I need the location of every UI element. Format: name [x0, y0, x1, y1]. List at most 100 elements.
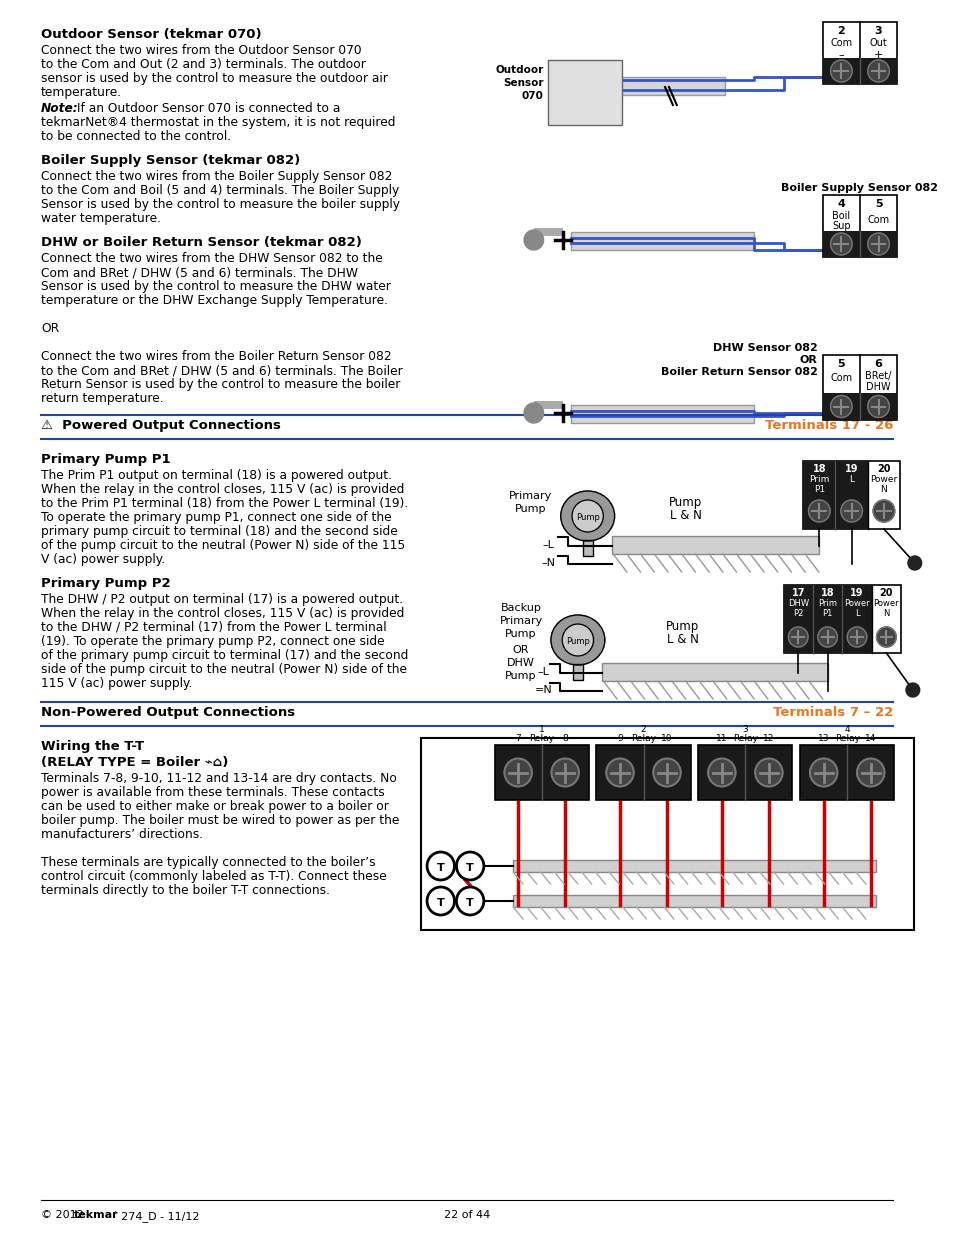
Text: 13: 13: [817, 734, 828, 743]
Text: –N: –N: [541, 558, 555, 568]
Text: Sensor is used by the control to measure the DHW water: Sensor is used by the control to measure…: [41, 280, 391, 293]
Text: 5: 5: [837, 359, 844, 369]
Text: 20: 20: [877, 464, 890, 474]
Text: The DHW / P2 output on terminal (17) is a powered output.: The DHW / P2 output on terminal (17) is …: [41, 593, 403, 606]
Text: to the Com and Out (2 and 3) terminals. The outdoor: to the Com and Out (2 and 3) terminals. …: [41, 58, 366, 70]
Text: Relay: Relay: [732, 734, 757, 743]
Text: Relay: Relay: [529, 734, 554, 743]
Text: Sup: Sup: [831, 221, 850, 231]
Text: Sensor is used by the control to measure the boiler supply: Sensor is used by the control to measure…: [41, 198, 399, 211]
Text: Out: Out: [869, 38, 886, 48]
Text: V (ac) power supply.: V (ac) power supply.: [41, 553, 165, 566]
Text: 115 V (ac) power supply.: 115 V (ac) power supply.: [41, 677, 193, 690]
Circle shape: [872, 500, 894, 522]
Text: sensor is used by the control to measure the outdoor air: sensor is used by the control to measure…: [41, 72, 388, 85]
Text: Outdoor: Outdoor: [495, 65, 543, 75]
Circle shape: [653, 758, 680, 787]
Text: 8: 8: [561, 734, 567, 743]
Text: 9: 9: [617, 734, 622, 743]
Circle shape: [707, 758, 735, 787]
Text: (RELAY TYPE = Boiler ⌁⌂): (RELAY TYPE = Boiler ⌁⌂): [41, 756, 229, 769]
Text: P1: P1: [821, 609, 832, 618]
Text: to be connected to the control.: to be connected to the control.: [41, 130, 231, 143]
Circle shape: [846, 627, 866, 647]
Text: When the relay in the control closes, 115 V (ac) is provided: When the relay in the control closes, 11…: [41, 606, 404, 620]
Text: OR: OR: [800, 354, 817, 366]
Text: Pump: Pump: [505, 671, 537, 680]
Text: water temperature.: water temperature.: [41, 212, 161, 225]
Text: 1: 1: [538, 725, 544, 734]
Text: L & N: L & N: [666, 634, 698, 646]
Bar: [802, 461, 900, 529]
Text: (19). To operate the primary pump P2, connect one side: (19). To operate the primary pump P2, co…: [41, 635, 384, 648]
Text: These terminals are typically connected to the boiler’s: These terminals are typically connected …: [41, 856, 375, 869]
Circle shape: [867, 61, 888, 82]
Text: Terminals 7 – 22: Terminals 7 – 22: [772, 706, 892, 719]
Text: 4: 4: [843, 725, 849, 734]
Text: Pump: Pump: [575, 513, 599, 522]
Bar: [534, 228, 562, 236]
Text: terminals directly to the boiler T-T connections.: terminals directly to the boiler T-T con…: [41, 884, 330, 897]
Text: Connect the two wires from the Outdoor Sensor 070: Connect the two wires from the Outdoor S…: [41, 44, 361, 57]
Bar: [596, 745, 690, 800]
Text: +: +: [873, 49, 882, 61]
Text: power is available from these terminals. These contacts: power is available from these terminals.…: [41, 785, 384, 799]
Text: –L: –L: [542, 540, 554, 550]
Text: 2: 2: [837, 26, 844, 36]
Text: ´ 274_D - 11/12: ´ 274_D - 11/12: [112, 1210, 199, 1221]
Text: T: T: [436, 863, 444, 873]
Text: 4: 4: [837, 199, 844, 209]
Text: 18: 18: [820, 588, 834, 598]
Bar: [800, 745, 893, 800]
Text: 19: 19: [849, 588, 862, 598]
Text: Power: Power: [869, 475, 897, 484]
Text: Outdoor Sensor (tekmar 070): Outdoor Sensor (tekmar 070): [41, 28, 261, 41]
Text: –L: –L: [537, 667, 549, 677]
Circle shape: [830, 233, 851, 254]
Text: Boiler Supply Sensor 082: Boiler Supply Sensor 082: [781, 183, 938, 193]
Text: temperature or the DHW Exchange Supply Temperature.: temperature or the DHW Exchange Supply T…: [41, 294, 388, 308]
Text: Wiring the T-T: Wiring the T-T: [41, 740, 144, 753]
Bar: [548, 61, 621, 125]
Text: 20: 20: [879, 588, 892, 598]
Text: Pump: Pump: [515, 504, 546, 514]
Text: ⚠  Powered Output Connections: ⚠ Powered Output Connections: [41, 419, 281, 432]
Circle shape: [561, 624, 593, 656]
Text: DHW: DHW: [787, 599, 808, 608]
Ellipse shape: [560, 492, 614, 541]
Text: tekmarNet®4 thermostat in the system, it is not required: tekmarNet®4 thermostat in the system, it…: [41, 116, 395, 128]
Circle shape: [456, 887, 483, 915]
Text: To operate the primary pump P1, connect one side of the: To operate the primary pump P1, connect …: [41, 511, 392, 524]
Text: to the DHW / P2 terminal (17) from the Power L terminal: to the DHW / P2 terminal (17) from the P…: [41, 621, 386, 634]
Circle shape: [755, 758, 781, 787]
Text: 12: 12: [762, 734, 774, 743]
Text: Relay: Relay: [834, 734, 859, 743]
Text: Boiler Supply Sensor (tekmar 082): Boiler Supply Sensor (tekmar 082): [41, 154, 300, 167]
Text: Pump: Pump: [668, 496, 701, 509]
Circle shape: [840, 500, 862, 522]
Text: BRet/: BRet/: [864, 370, 891, 382]
Text: of the primary pump circuit to terminal (17) and the second: of the primary pump circuit to terminal …: [41, 650, 408, 662]
Bar: [601, 663, 827, 680]
Text: Com and BRet / DHW (5 and 6) terminals. The DHW: Com and BRet / DHW (5 and 6) terminals. …: [41, 266, 357, 279]
Text: Pump: Pump: [505, 629, 537, 638]
Bar: [494, 745, 588, 800]
Text: 070: 070: [521, 91, 543, 101]
Text: 17: 17: [791, 588, 804, 598]
Text: Boiler Return Sensor 082: Boiler Return Sensor 082: [660, 367, 817, 377]
Text: L: L: [854, 609, 859, 618]
Circle shape: [830, 61, 851, 82]
Text: Terminals 7-8, 9-10, 11-12 and 13-14 are dry contacts. No: Terminals 7-8, 9-10, 11-12 and 13-14 are…: [41, 772, 396, 785]
Text: DHW or Boiler Return Sensor (tekmar 082): DHW or Boiler Return Sensor (tekmar 082): [41, 236, 361, 249]
Text: DHW: DHW: [865, 382, 890, 391]
Text: Return Sensor is used by the control to measure the boiler: Return Sensor is used by the control to …: [41, 378, 400, 391]
Text: temperature.: temperature.: [41, 86, 122, 99]
Text: boiler pump. The boiler must be wired to power as per the: boiler pump. The boiler must be wired to…: [41, 814, 399, 827]
Text: Pump: Pump: [565, 637, 589, 646]
Text: 11: 11: [716, 734, 727, 743]
Bar: [571, 405, 754, 424]
Circle shape: [905, 683, 919, 697]
Bar: [513, 860, 875, 872]
Text: 22 of 44: 22 of 44: [443, 1210, 490, 1220]
Circle shape: [572, 500, 602, 532]
